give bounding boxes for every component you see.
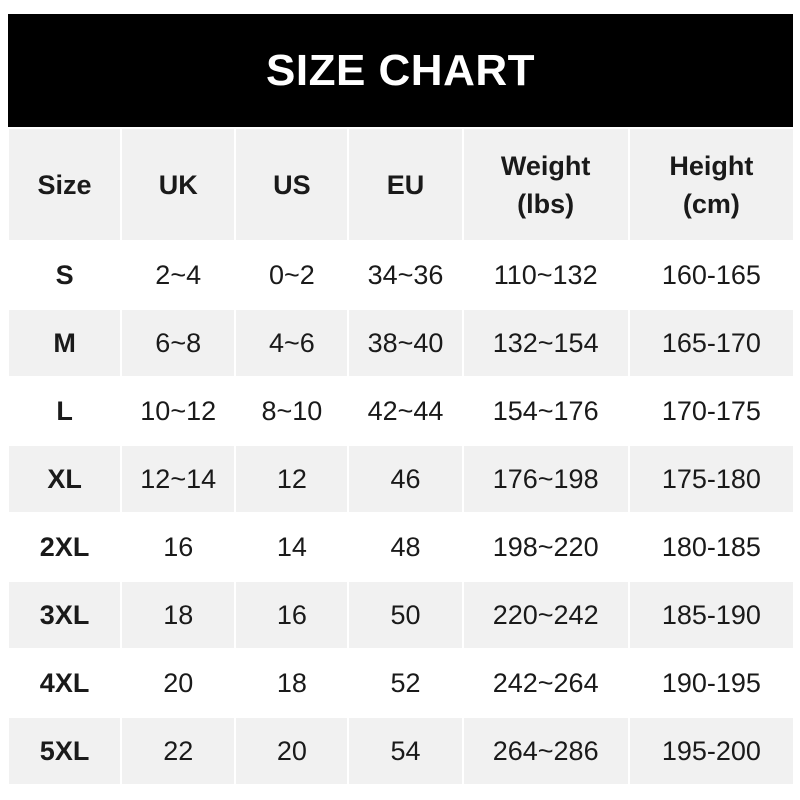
table-cell: 2~4 [122, 242, 235, 308]
column-header-label: Height [669, 150, 754, 181]
column-header-unit: (cm) [682, 188, 740, 219]
size-cell: 5XL [9, 718, 121, 784]
table-cell: 16 [236, 582, 348, 648]
table-cell: 22 [122, 718, 235, 784]
table-cell: 110~132 [463, 242, 628, 308]
table-row: XL 12~14 12 46 176~198 175-180 [9, 446, 793, 512]
table-cell: 170-175 [629, 378, 793, 444]
table-cell: 4~6 [236, 310, 348, 376]
table-row: 4XL 20 18 52 242~264 190-195 [9, 650, 793, 716]
table-cell: 8~10 [236, 378, 348, 444]
table-cell: 34~36 [349, 242, 462, 308]
table-cell: 242~264 [463, 650, 628, 716]
size-cell: S [9, 242, 121, 308]
size-cell: L [9, 378, 121, 444]
table-cell: 264~286 [463, 718, 628, 784]
column-header-label: EU [386, 169, 425, 200]
table-row: 5XL 22 20 54 264~286 195-200 [9, 718, 793, 784]
size-cell: XL [9, 446, 121, 512]
table-cell: 132~154 [463, 310, 628, 376]
table-cell: 42~44 [349, 378, 462, 444]
table-cell: 20 [236, 718, 348, 784]
table-cell: 160-165 [629, 242, 793, 308]
table-cell: 198~220 [463, 514, 628, 580]
header-row: Size UK US EU Weight (lbs) Height (cm) [9, 129, 793, 240]
table-cell: 16 [122, 514, 235, 580]
table-cell: 12 [236, 446, 348, 512]
table-row: S 2~4 0~2 34~36 110~132 160-165 [9, 242, 793, 308]
column-header: EU [349, 129, 462, 240]
table-cell: 220~242 [463, 582, 628, 648]
table-row: 3XL 18 16 50 220~242 185-190 [9, 582, 793, 648]
table-cell: 175-180 [629, 446, 793, 512]
column-header-unit: (lbs) [517, 188, 575, 219]
table-cell: 154~176 [463, 378, 628, 444]
size-cell: 4XL [9, 650, 121, 716]
table-cell: 0~2 [236, 242, 348, 308]
table-cell: 18 [236, 650, 348, 716]
table-cell: 38~40 [349, 310, 462, 376]
table-cell: 12~14 [122, 446, 235, 512]
table-cell: 52 [349, 650, 462, 716]
table-row: L 10~12 8~10 42~44 154~176 170-175 [9, 378, 793, 444]
column-header: US [236, 129, 348, 240]
table-cell: 185-190 [629, 582, 793, 648]
table-row: M 6~8 4~6 38~40 132~154 165-170 [9, 310, 793, 376]
size-cell: M [9, 310, 121, 376]
size-chart-table: Size UK US EU Weight (lbs) Height (cm) S 2~4 0~2 3… [7, 127, 795, 786]
column-header-label: US [273, 169, 311, 200]
column-header: Size [9, 129, 121, 240]
table-row: 2XL 16 14 48 198~220 180-185 [9, 514, 793, 580]
table-cell: 20 [122, 650, 235, 716]
size-cell: 2XL [9, 514, 121, 580]
table-cell: 190-195 [629, 650, 793, 716]
size-chart-title: SIZE CHART [8, 14, 793, 127]
column-header: Weight (lbs) [463, 129, 628, 240]
column-header-label: Size [37, 169, 92, 200]
column-header: Height (cm) [629, 129, 793, 240]
table-cell: 18 [122, 582, 235, 648]
table-cell: 46 [349, 446, 462, 512]
table-cell: 50 [349, 582, 462, 648]
column-header: UK [122, 129, 235, 240]
table-cell: 48 [349, 514, 462, 580]
size-cell: 3XL [9, 582, 121, 648]
table-cell: 180-185 [629, 514, 793, 580]
column-header-label: Weight [500, 150, 591, 181]
table-cell: 165-170 [629, 310, 793, 376]
column-header-label: UK [158, 169, 198, 200]
table-cell: 176~198 [463, 446, 628, 512]
table-cell: 6~8 [122, 310, 235, 376]
table-cell: 54 [349, 718, 462, 784]
table-cell: 10~12 [122, 378, 235, 444]
table-cell: 14 [236, 514, 348, 580]
table-cell: 195-200 [629, 718, 793, 784]
